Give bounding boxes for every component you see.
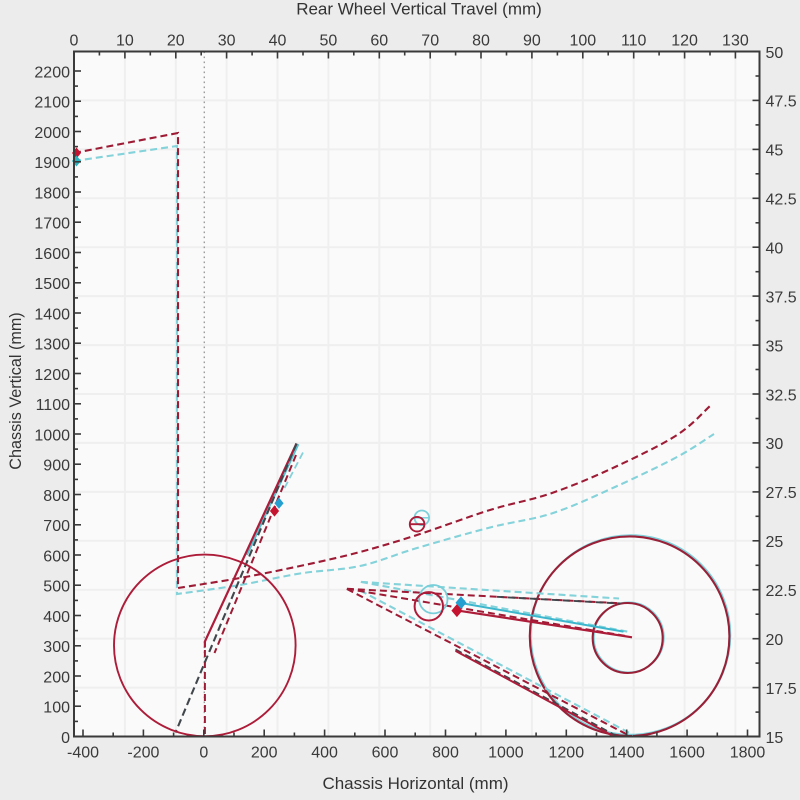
svg-text:400: 400 xyxy=(311,745,338,762)
svg-text:600: 600 xyxy=(43,548,70,565)
svg-text:120: 120 xyxy=(671,33,698,50)
svg-text:45: 45 xyxy=(766,143,784,160)
svg-text:1400: 1400 xyxy=(34,306,70,323)
svg-text:200: 200 xyxy=(43,669,70,686)
svg-text:1700: 1700 xyxy=(34,216,70,233)
svg-text:1100: 1100 xyxy=(36,397,71,414)
svg-text:1400: 1400 xyxy=(609,745,645,762)
svg-text:700: 700 xyxy=(43,518,70,535)
svg-text:40: 40 xyxy=(269,33,287,50)
svg-text:1200: 1200 xyxy=(34,367,70,384)
svg-text:800: 800 xyxy=(432,745,459,762)
svg-text:17.5: 17.5 xyxy=(766,681,797,698)
svg-text:1500: 1500 xyxy=(34,276,70,293)
svg-text:20: 20 xyxy=(766,632,784,649)
svg-text:2100: 2100 xyxy=(34,95,70,112)
svg-text:500: 500 xyxy=(43,579,70,596)
svg-text:1900: 1900 xyxy=(34,155,70,172)
svg-text:27.5: 27.5 xyxy=(766,485,797,502)
svg-text:1000: 1000 xyxy=(488,745,524,762)
svg-text:Chassis Vertical (mm): Chassis Vertical (mm) xyxy=(7,312,25,469)
svg-text:110: 110 xyxy=(621,33,647,50)
svg-text:Rear Wheel Vertical Travel (mm: Rear Wheel Vertical Travel (mm) xyxy=(296,0,542,19)
svg-text:800: 800 xyxy=(43,488,70,505)
svg-text:300: 300 xyxy=(43,639,70,656)
svg-text:0: 0 xyxy=(70,33,79,50)
svg-text:25: 25 xyxy=(766,534,784,551)
svg-text:900: 900 xyxy=(43,458,70,475)
svg-text:200: 200 xyxy=(251,745,278,762)
svg-text:50: 50 xyxy=(766,45,784,62)
svg-text:400: 400 xyxy=(43,609,70,626)
svg-text:600: 600 xyxy=(372,745,399,762)
svg-text:130: 130 xyxy=(722,33,749,50)
svg-text:0: 0 xyxy=(199,745,208,762)
svg-text:-400: -400 xyxy=(67,745,99,762)
svg-text:32.5: 32.5 xyxy=(766,387,797,404)
svg-text:90: 90 xyxy=(523,33,541,50)
svg-text:30: 30 xyxy=(218,33,236,50)
svg-text:2200: 2200 xyxy=(34,64,70,81)
svg-text:Chassis Horizontal (mm): Chassis Horizontal (mm) xyxy=(322,774,508,793)
svg-text:10: 10 xyxy=(116,33,134,50)
svg-text:60: 60 xyxy=(370,33,388,50)
svg-text:35: 35 xyxy=(766,338,784,355)
svg-text:15: 15 xyxy=(766,730,784,747)
svg-text:1600: 1600 xyxy=(669,745,705,762)
svg-text:22.5: 22.5 xyxy=(766,583,797,600)
svg-text:37.5: 37.5 xyxy=(766,289,797,306)
svg-text:70: 70 xyxy=(421,33,439,50)
svg-text:30: 30 xyxy=(766,436,784,453)
svg-text:20: 20 xyxy=(167,33,185,50)
svg-text:1800: 1800 xyxy=(34,185,70,202)
svg-text:50: 50 xyxy=(320,33,338,50)
svg-text:47.5: 47.5 xyxy=(766,94,797,111)
svg-text:100: 100 xyxy=(569,33,596,50)
svg-text:2000: 2000 xyxy=(34,125,70,142)
svg-text:1800: 1800 xyxy=(730,745,766,762)
svg-text:1300: 1300 xyxy=(34,337,70,354)
svg-text:1600: 1600 xyxy=(34,246,70,263)
svg-text:42.5: 42.5 xyxy=(766,192,797,209)
svg-text:80: 80 xyxy=(472,33,490,50)
svg-text:40: 40 xyxy=(766,241,784,258)
svg-text:1000: 1000 xyxy=(34,427,70,444)
svg-text:-200: -200 xyxy=(127,745,159,762)
svg-text:100: 100 xyxy=(43,700,70,717)
svg-text:0: 0 xyxy=(61,730,70,747)
svg-text:1200: 1200 xyxy=(549,745,585,762)
